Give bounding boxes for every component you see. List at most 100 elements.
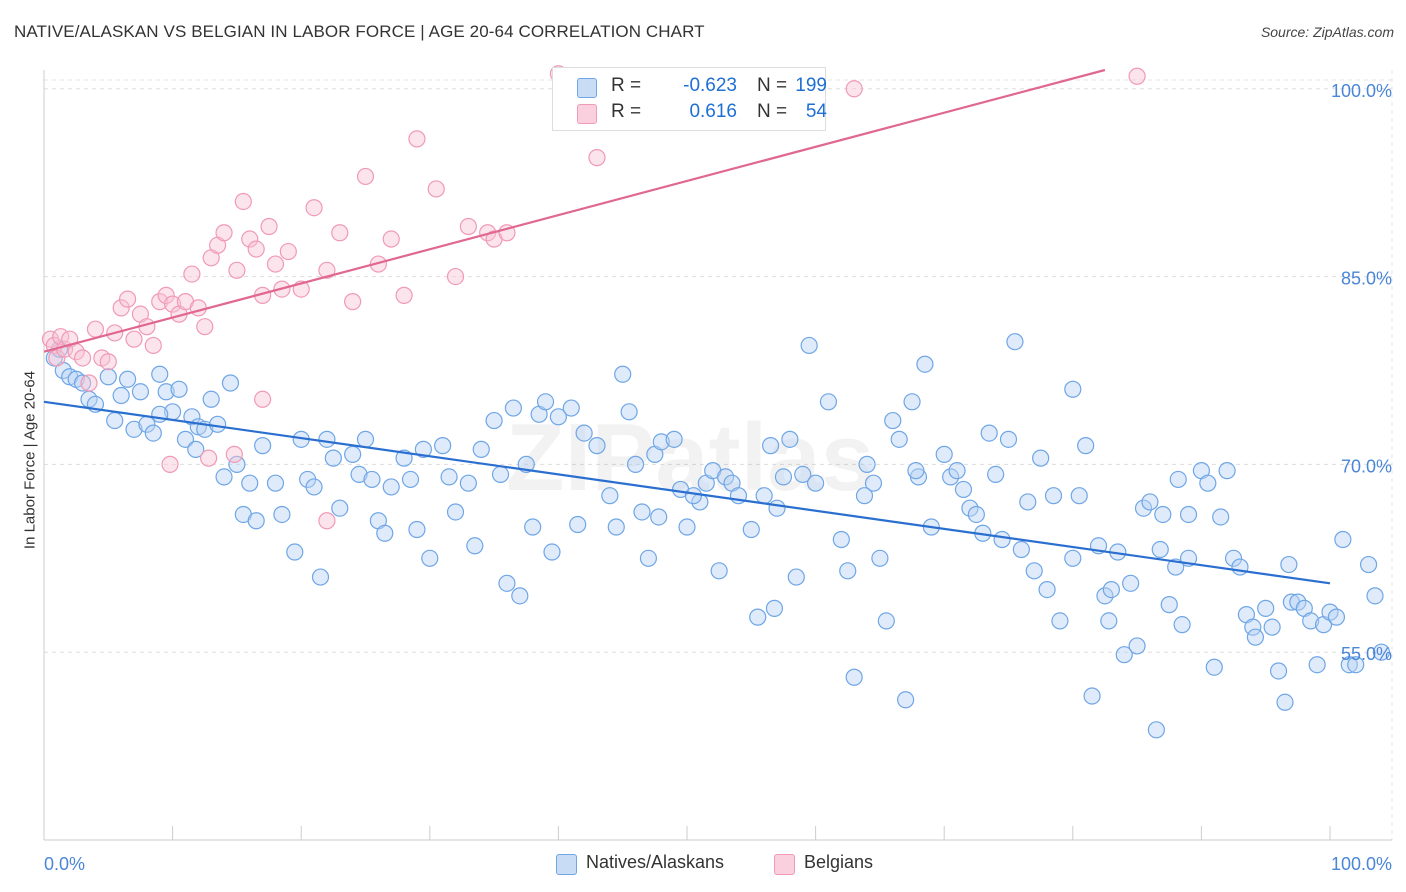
natives-point: [1044, 487, 1063, 505]
natives-point: [202, 390, 220, 408]
natives-point: [363, 470, 381, 489]
natives-point: [1269, 662, 1288, 680]
belgians-point: [266, 255, 285, 273]
natives-point: [942, 468, 960, 486]
belgians-point: [189, 299, 207, 317]
chart-title: NATIVE/ALASKAN VS BELGIAN IN LABOR FORCE…: [14, 22, 705, 41]
belgians-point: [200, 449, 218, 467]
belgians-point: [1128, 67, 1146, 85]
x-tick-label: 100.0%: [1331, 854, 1392, 874]
natives-point: [1359, 555, 1378, 574]
natives-point: [485, 411, 503, 430]
natives-point: [1038, 580, 1056, 599]
natives-point: [131, 383, 150, 401]
natives-point: [549, 408, 568, 426]
belgians-point: [305, 199, 323, 217]
natives-point: [639, 549, 658, 567]
natives-point: [125, 420, 143, 438]
belgians-point: [408, 130, 426, 148]
natives-point: [187, 440, 205, 458]
natives-point: [1280, 555, 1298, 574]
natives-point: [1064, 380, 1082, 398]
belgians-point: [157, 286, 175, 304]
natives-point: [1199, 474, 1217, 492]
belgians-point: [344, 293, 362, 311]
natives-point: [781, 430, 799, 448]
natives-point: [286, 543, 304, 561]
natives-point: [1372, 643, 1391, 661]
natives-point: [1308, 656, 1326, 674]
belgians-point: [382, 230, 400, 248]
belgians-swatch: [774, 854, 795, 875]
natives-point: [1173, 616, 1191, 634]
belgians-point: [215, 224, 233, 242]
natives-point: [877, 612, 895, 630]
natives-point: [1302, 612, 1320, 630]
natives-point: [935, 445, 953, 463]
belgians-point: [318, 512, 336, 530]
belgians-point: [588, 149, 606, 167]
r-label: R =: [611, 101, 642, 122]
natives-point: [607, 518, 625, 536]
belgians-point: [254, 390, 272, 408]
belgians-point: [112, 299, 130, 317]
belgians-point: [118, 290, 137, 308]
r-value: -0.623: [683, 75, 737, 96]
natives-point: [331, 499, 349, 517]
natives-point: [1366, 587, 1384, 605]
natives-point: [684, 487, 703, 505]
belgians-point: [99, 353, 117, 371]
belgians-point: [279, 242, 297, 261]
y-tick-label: 100.0%: [1331, 81, 1392, 101]
belgians-point: [247, 240, 265, 258]
natives-point: [543, 543, 561, 561]
natives-point: [832, 530, 850, 549]
natives-point: [954, 480, 973, 499]
natives-point: [1218, 462, 1236, 480]
natives-point: [987, 465, 1005, 484]
natives-point: [99, 368, 117, 386]
natives-point: [806, 474, 825, 492]
natives-point: [800, 336, 818, 355]
natives-point: [318, 430, 336, 448]
natives-point: [890, 430, 908, 448]
natives-point: [356, 430, 375, 448]
belgians-point: [196, 318, 214, 336]
r-label: R =: [611, 75, 642, 96]
natives-point: [1263, 618, 1281, 636]
natives-point: [504, 399, 522, 417]
belgians-swatch: [577, 104, 597, 124]
natives-point: [993, 530, 1011, 549]
y-tick-label: 55.0%: [1341, 644, 1392, 664]
natives-point: [1327, 608, 1346, 626]
natives-point: [864, 474, 883, 492]
natives-point: [1012, 540, 1030, 559]
natives-point: [1134, 499, 1153, 517]
n-label: N =: [757, 101, 788, 122]
natives-swatch: [577, 78, 597, 98]
natives-point: [421, 549, 439, 567]
natives-point: [633, 503, 651, 521]
natives-point: [1115, 646, 1133, 664]
natives-point: [1006, 333, 1024, 351]
correlation-legend: R = -0.623 N = 199 R = 0.616 N = 54: [552, 67, 827, 131]
natives-point: [961, 499, 979, 517]
natives-point: [1151, 540, 1169, 559]
natives-point: [1160, 596, 1178, 614]
belgians-point: [260, 217, 278, 236]
natives-point: [446, 503, 465, 521]
belgians-point: [161, 455, 179, 473]
belgians-point: [845, 80, 863, 98]
natives-point: [999, 430, 1018, 448]
natives-point: [350, 465, 368, 484]
natives-point: [1064, 549, 1082, 567]
natives-point: [903, 393, 921, 411]
natives-point: [324, 449, 342, 467]
belgians-point: [241, 230, 259, 248]
natives-point: [742, 520, 760, 539]
natives-point: [221, 374, 240, 392]
natives-point: [1334, 530, 1352, 549]
natives-point: [524, 518, 542, 536]
natives-point: [845, 668, 863, 686]
natives-point: [1070, 487, 1088, 505]
